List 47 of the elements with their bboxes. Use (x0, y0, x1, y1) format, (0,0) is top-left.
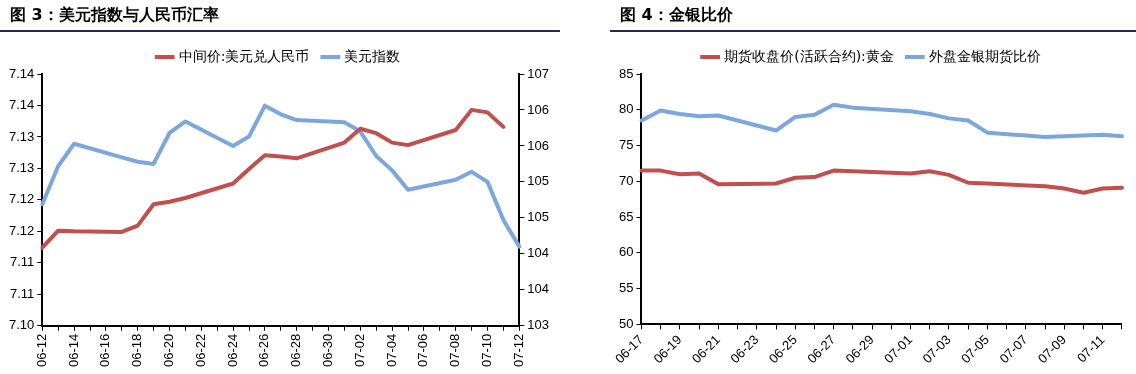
x-tick-label: 06-14 (65, 333, 81, 367)
legend-label: 中间价:美元兑人民币 (178, 47, 310, 64)
x-tick-label: 06-24 (224, 333, 240, 367)
y-tick-label: 7.14 (8, 65, 35, 81)
x-tick-label: 07-08 (447, 333, 463, 367)
y-tick-label: 7.14 (8, 97, 35, 113)
chart-title: 图 4：金银比价 (610, 0, 1136, 32)
y2-tick-label: 105 (527, 209, 550, 225)
x-tick-label: 06-16 (97, 333, 113, 367)
x-tick-label: 06-28 (288, 333, 304, 367)
y-tick-label: 65 (618, 208, 634, 224)
y2-tick-label: 106 (527, 101, 550, 117)
x-tick-label: 07-06 (415, 333, 431, 367)
y-tick-label: 7.11 (9, 254, 35, 270)
y-tick-label: 7.10 (8, 317, 35, 333)
chart-title: 图 3：美元指数与人民币汇率 (0, 0, 560, 32)
x-tick-label: 06-30 (320, 333, 336, 367)
x-tick-label: 06-12 (33, 333, 49, 367)
y-tick-label: 7.12 (8, 222, 35, 238)
y-tick-label: 7.11 (9, 285, 35, 301)
y-tick-label: 60 (618, 244, 634, 260)
y-tick-label: 80 (618, 101, 634, 117)
y2-tick-label: 107 (527, 65, 550, 81)
y2-tick-label: 106 (527, 137, 550, 153)
legend-label: 美元指数 (344, 47, 401, 64)
y2-tick-label: 103 (527, 317, 550, 333)
legend-label: 外盘金银期货比价 (928, 47, 1041, 64)
y2-tick-label: 104 (527, 281, 550, 297)
x-tick-label: 07-02 (351, 333, 367, 367)
x-tick-label: 07-10 (479, 333, 495, 367)
y-tick-label: 50 (618, 316, 634, 332)
y-tick-label: 85 (618, 65, 634, 81)
y-tick-label: 75 (618, 137, 634, 153)
x-tick-label: 07-12 (510, 333, 526, 367)
y2-tick-label: 104 (527, 245, 550, 261)
y2-tick-label: 105 (527, 173, 550, 189)
y-tick-label: 7.13 (8, 159, 35, 175)
x-tick-label: 06-26 (256, 333, 272, 367)
legend-label: 期货收盘价(活跃合约):黄金 (724, 47, 894, 64)
y-tick-label: 55 (618, 280, 634, 296)
y-tick-label: 70 (618, 172, 634, 188)
x-tick-label: 07-04 (383, 333, 399, 367)
x-tick-label: 06-18 (129, 333, 145, 367)
x-tick-label: 06-22 (192, 333, 208, 367)
x-tick-label: 06-20 (161, 333, 177, 367)
y-tick-label: 7.13 (8, 128, 35, 144)
y-tick-label: 7.12 (8, 191, 35, 207)
